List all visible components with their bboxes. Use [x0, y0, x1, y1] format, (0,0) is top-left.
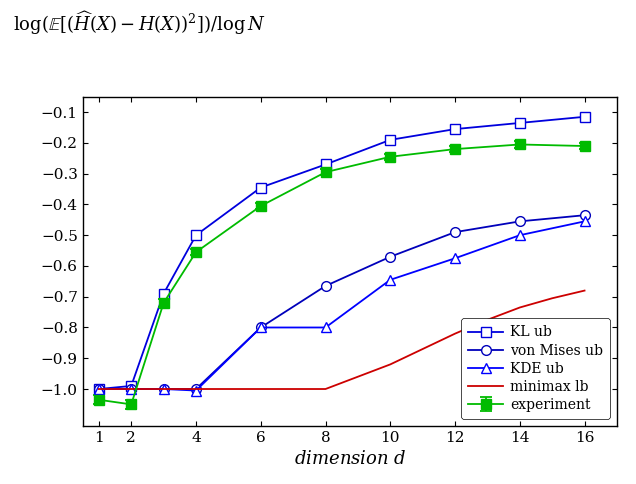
minimax lb: [95, 386, 102, 392]
KDE ub: [322, 325, 329, 331]
minimax lb: [127, 386, 135, 392]
minimax lb: [451, 331, 459, 336]
minimax lb: [548, 295, 556, 301]
minimax lb: [516, 304, 523, 310]
minimax lb: [483, 317, 491, 323]
minimax lb: [581, 287, 588, 293]
KDE ub: [192, 388, 200, 393]
KDE ub: [160, 386, 167, 392]
von Mises ub: [322, 283, 329, 289]
von Mises ub: [257, 325, 265, 331]
Legend: KL ub, von Mises ub, KDE ub, minimax lb, experiment: KL ub, von Mises ub, KDE ub, minimax lb,…: [462, 318, 610, 419]
minimax lb: [322, 386, 329, 392]
minimax lb: [225, 386, 232, 392]
KDE ub: [127, 386, 135, 392]
minimax lb: [354, 374, 362, 379]
Line: minimax lb: minimax lb: [99, 290, 584, 389]
von Mises ub: [95, 386, 102, 392]
minimax lb: [257, 386, 265, 392]
minimax lb: [160, 386, 167, 392]
von Mises ub: [451, 229, 459, 235]
von Mises ub: [516, 218, 523, 224]
KDE ub: [95, 386, 102, 392]
KDE ub: [516, 232, 523, 238]
Line: KL ub: KL ub: [94, 112, 590, 394]
KDE ub: [387, 277, 394, 283]
von Mises ub: [581, 212, 588, 218]
Line: KDE ub: KDE ub: [94, 216, 590, 395]
KL ub: [257, 184, 265, 190]
KL ub: [516, 120, 523, 126]
KL ub: [581, 114, 588, 120]
KL ub: [160, 291, 167, 297]
minimax lb: [289, 386, 297, 392]
KL ub: [451, 126, 459, 132]
KL ub: [387, 137, 394, 143]
Line: von Mises ub: von Mises ub: [94, 211, 590, 394]
von Mises ub: [192, 386, 200, 392]
KDE ub: [581, 218, 588, 224]
KL ub: [127, 383, 135, 389]
minimax lb: [419, 346, 427, 352]
KDE ub: [257, 325, 265, 331]
minimax lb: [192, 386, 200, 392]
minimax lb: [387, 362, 394, 367]
von Mises ub: [387, 254, 394, 259]
KL ub: [95, 386, 102, 392]
von Mises ub: [160, 386, 167, 392]
von Mises ub: [127, 386, 135, 392]
X-axis label: dimension $d$: dimension $d$: [294, 450, 406, 469]
KL ub: [322, 162, 329, 167]
KDE ub: [451, 256, 459, 261]
Text: $\log(\mathbb{E}[(\widehat{H}(X) - H(X))^2])/\log N$: $\log(\mathbb{E}[(\widehat{H}(X) - H(X))…: [13, 10, 265, 37]
KL ub: [192, 232, 200, 238]
